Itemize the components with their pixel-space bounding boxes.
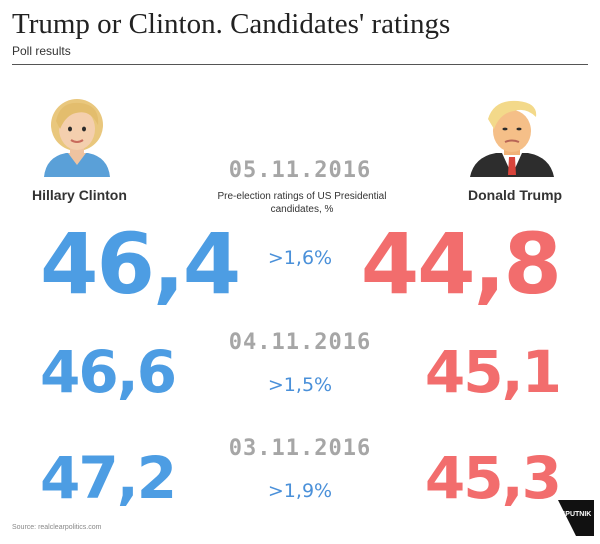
trump-name: Donald Trump xyxy=(468,187,563,203)
page-title: Trump or Clinton. Candidates' ratings xyxy=(12,8,451,40)
row-1-trump-value: 44,8 xyxy=(360,215,562,313)
row-2-trump-value: 45,1 xyxy=(424,338,562,406)
row-2-date: 04.11.2016 xyxy=(228,330,372,355)
header-divider xyxy=(12,64,588,65)
row-3-margin: >1,9% xyxy=(267,480,333,502)
row-2-margin: >1,5% xyxy=(267,374,333,396)
row-3-date: 03.11.2016 xyxy=(228,436,372,461)
row-3-trump-value: 45,3 xyxy=(424,444,562,512)
clinton-name: Hillary Clinton xyxy=(32,187,127,203)
clinton-portrait xyxy=(44,99,110,177)
source-note: Source: realclearpolitics.com xyxy=(12,524,102,531)
trump-portrait xyxy=(470,100,554,177)
row-2-clinton-value: 46,6 xyxy=(40,338,177,406)
row-1-margin: >1,6% xyxy=(267,247,333,269)
row-3-clinton-value: 47,2 xyxy=(40,444,177,512)
sputnik-logo-text: SPUTNIK xyxy=(561,511,592,518)
row-1-date: 05.11.2016 xyxy=(228,158,372,183)
chart-description: Pre-election ratings of US Presidential … xyxy=(217,191,387,215)
row-1-clinton-value: 46,4 xyxy=(40,215,241,313)
sputnik-logo: SPUTNIK xyxy=(558,500,594,536)
page-subtitle: Poll results xyxy=(12,44,71,58)
